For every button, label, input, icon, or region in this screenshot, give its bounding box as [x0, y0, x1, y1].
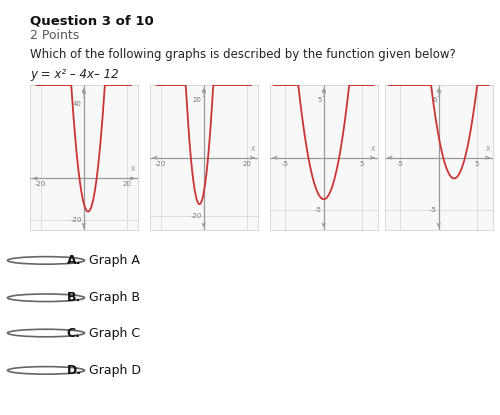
Text: Question 3 of 10: Question 3 of 10 — [30, 15, 154, 27]
Text: 20: 20 — [192, 97, 202, 103]
Text: -5: -5 — [430, 207, 436, 212]
Text: 6: 6 — [432, 97, 436, 103]
Text: 2 Points: 2 Points — [30, 29, 79, 42]
Text: x: x — [486, 144, 490, 153]
Text: D.: D. — [66, 364, 82, 377]
Text: 5: 5 — [317, 97, 322, 103]
Text: C.: C. — [66, 327, 80, 339]
Text: y = x² – 4x– 12: y = x² – 4x– 12 — [30, 68, 118, 81]
Text: y: y — [82, 89, 86, 98]
Text: Graph A: Graph A — [88, 254, 140, 267]
Text: -5: -5 — [314, 207, 322, 212]
Text: A.: A. — [66, 254, 81, 267]
Text: Which of the following graphs is described by the function given below?: Which of the following graphs is describ… — [30, 48, 456, 61]
Text: -20: -20 — [70, 217, 82, 223]
Text: -20: -20 — [35, 181, 46, 186]
Text: -20: -20 — [155, 161, 166, 166]
Text: x: x — [370, 144, 375, 153]
Text: -5: -5 — [282, 161, 289, 166]
Text: 5: 5 — [475, 161, 480, 166]
Text: B.: B. — [66, 291, 81, 304]
Text: Graph C: Graph C — [88, 327, 140, 339]
Text: 20: 20 — [122, 181, 131, 186]
Text: x: x — [250, 144, 255, 153]
Text: -5: -5 — [397, 161, 404, 166]
Text: Graph D: Graph D — [88, 364, 141, 377]
Text: y: y — [322, 88, 326, 97]
Text: Graph B: Graph B — [88, 291, 140, 304]
Text: y: y — [202, 88, 206, 97]
Text: x: x — [130, 164, 135, 173]
Text: 5: 5 — [360, 161, 364, 166]
Text: 40: 40 — [72, 101, 82, 107]
Text: -20: -20 — [190, 213, 202, 219]
Text: y: y — [436, 88, 441, 97]
Text: 20: 20 — [242, 161, 251, 166]
